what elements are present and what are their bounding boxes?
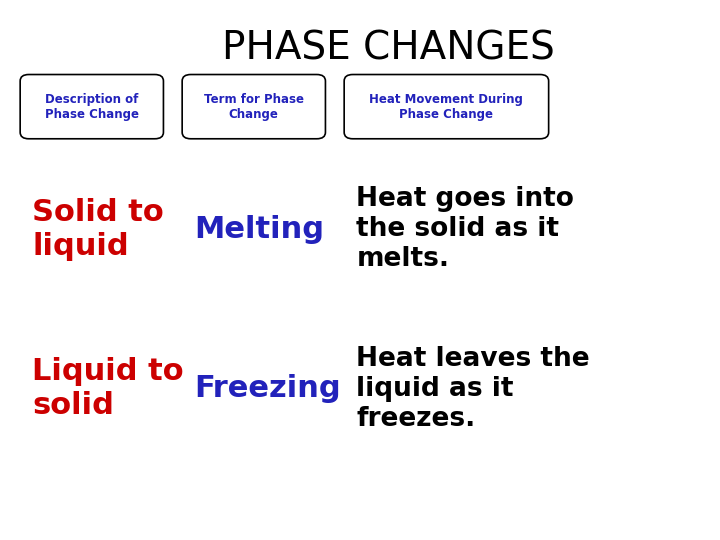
Text: Term for Phase
Change: Term for Phase Change — [204, 93, 304, 120]
Text: Melting: Melting — [194, 215, 325, 244]
Text: Solid to
liquid: Solid to liquid — [32, 198, 164, 261]
Text: Heat Movement During
Phase Change: Heat Movement During Phase Change — [369, 93, 523, 120]
FancyBboxPatch shape — [20, 75, 163, 139]
FancyBboxPatch shape — [182, 75, 325, 139]
Text: Freezing: Freezing — [194, 374, 341, 403]
Text: Liquid to
solid: Liquid to solid — [32, 357, 184, 420]
FancyBboxPatch shape — [344, 75, 549, 139]
Text: PHASE CHANGES: PHASE CHANGES — [222, 30, 555, 68]
Text: Description of
Phase Change: Description of Phase Change — [45, 93, 139, 120]
Text: Heat goes into
the solid as it
melts.: Heat goes into the solid as it melts. — [356, 186, 575, 273]
Text: Heat leaves the
liquid as it
freezes.: Heat leaves the liquid as it freezes. — [356, 346, 590, 432]
